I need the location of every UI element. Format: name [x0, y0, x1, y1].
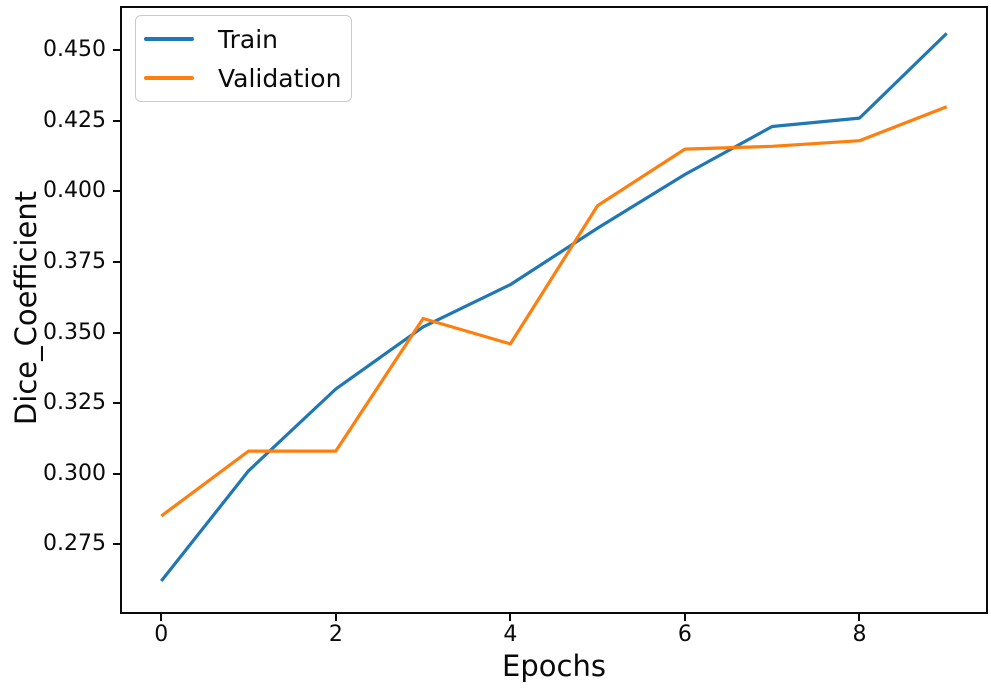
y-tick-mark	[113, 190, 122, 193]
x-tick-label: 2	[328, 622, 343, 647]
y-tick-label: 0.450	[43, 37, 106, 63]
y-tick-label: 0.300	[43, 460, 106, 486]
y-tick-mark	[113, 261, 122, 264]
x-tick-label: 0	[154, 622, 169, 647]
y-tick-mark	[113, 331, 122, 334]
y-tick-label: 0.275	[43, 531, 106, 557]
x-tick-label: 6	[677, 622, 692, 647]
y-tick-label: 0.425	[43, 107, 106, 133]
x-tick-mark	[683, 612, 686, 621]
y-tick-label: 0.325	[43, 390, 106, 416]
validation-series-line	[160, 105, 948, 518]
x-tick-mark	[858, 612, 861, 621]
x-tick-mark	[509, 612, 512, 621]
plot-area: Train Validation	[120, 6, 988, 614]
y-tick-label: 0.375	[43, 249, 106, 275]
x-tick-label: 8	[852, 622, 867, 647]
train-line-swatch	[144, 37, 194, 41]
y-tick-mark	[113, 49, 122, 52]
legend: Train Validation	[135, 15, 352, 102]
train-series-line	[160, 32, 948, 582]
y-tick-mark	[113, 543, 122, 546]
y-tick-label: 0.400	[43, 178, 106, 204]
y-tick-mark	[113, 119, 122, 122]
y-tick-mark	[113, 472, 122, 475]
x-tick-label: 4	[503, 622, 518, 647]
y-tick-label: 0.350	[43, 319, 106, 345]
validation-line-swatch	[144, 76, 194, 80]
legend-label-train: Train	[218, 24, 278, 54]
line-plot	[160, 32, 948, 582]
legend-label-validation: Validation	[218, 63, 342, 93]
x-axis-label: Epochs	[502, 649, 606, 683]
legend-item-validation: Validation	[144, 63, 351, 93]
x-tick-mark	[334, 612, 337, 621]
legend-item-train: Train	[144, 24, 351, 54]
y-tick-mark	[113, 402, 122, 405]
x-tick-mark	[160, 612, 163, 621]
